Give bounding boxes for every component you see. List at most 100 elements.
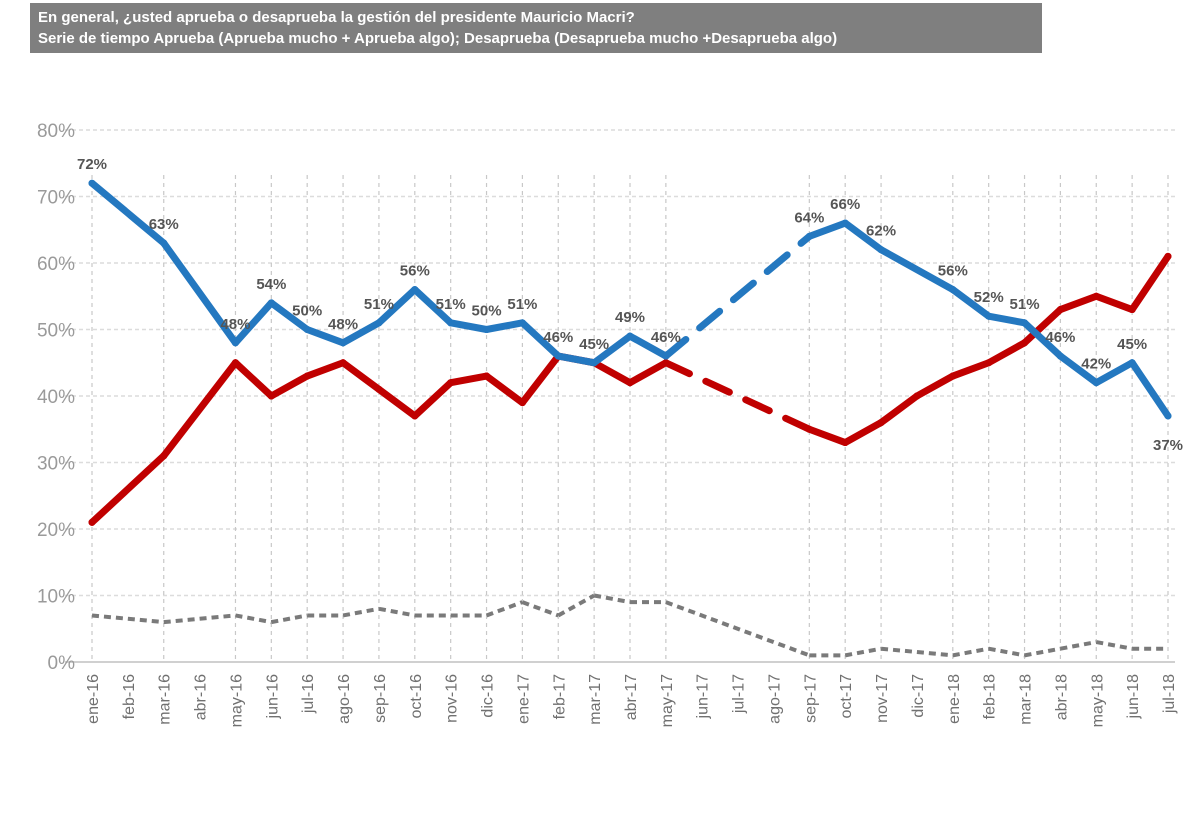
x-tick-label: jun-17 <box>695 674 712 720</box>
x-tick-label: ene-18 <box>946 674 963 724</box>
data-label: 46% <box>651 329 681 346</box>
series-0-segment <box>88 179 168 247</box>
series-0-segment <box>1056 352 1100 387</box>
series-1-segment <box>985 339 1029 367</box>
series-0-segment <box>303 326 347 347</box>
x-tick-label: oct-17 <box>838 674 855 719</box>
series-1-point <box>160 452 168 460</box>
series-1-segment <box>590 359 634 387</box>
series-2-segment <box>665 600 811 658</box>
data-label: 52% <box>974 289 1004 306</box>
x-tick-label: feb-18 <box>982 674 999 719</box>
x-tick-label: nov-17 <box>874 674 891 723</box>
series-0-point <box>447 319 455 327</box>
series-0-segment <box>483 319 526 333</box>
data-label: 66% <box>830 196 860 213</box>
x-tick-label: sep-16 <box>372 674 389 723</box>
series-0-segment <box>411 286 455 327</box>
series-0-point <box>518 319 526 327</box>
x-tick-label: mar-16 <box>157 674 174 725</box>
series-0-point <box>303 326 311 333</box>
x-tick-label: jun-16 <box>264 674 281 720</box>
series-0-point <box>375 319 383 327</box>
x-tick-label: jul-17 <box>731 674 748 714</box>
x-tick-label: sep-17 <box>802 674 819 723</box>
series-1-segment <box>662 359 813 433</box>
x-tick-label: may-17 <box>659 674 676 727</box>
data-label: 72% <box>77 156 107 173</box>
series-0-point <box>339 339 347 347</box>
series-0-point <box>985 312 993 320</box>
series-1-point <box>518 399 526 407</box>
series-1-segment <box>267 372 311 400</box>
series-1-segment <box>1092 292 1136 314</box>
series-1-point <box>949 372 957 380</box>
series-1-segment <box>483 372 526 407</box>
series-0-point <box>88 179 96 187</box>
series-1-segment <box>949 359 993 380</box>
series-2-segment <box>378 606 416 618</box>
series-0-segment <box>1128 359 1172 420</box>
data-label: 64% <box>794 209 824 226</box>
series-1-point <box>1056 306 1064 314</box>
series-0-point <box>662 352 670 360</box>
x-tick-label: dic-17 <box>910 674 927 718</box>
series-2-segment <box>1060 640 1097 651</box>
series-1-point <box>303 372 311 380</box>
series-1-point <box>483 372 491 380</box>
series-0-point <box>160 239 168 247</box>
series-1-point <box>805 425 813 433</box>
data-label: 51% <box>436 296 466 313</box>
y-tick-label: 30% <box>37 454 75 475</box>
y-tick-label: 50% <box>37 321 75 342</box>
series-0-segment <box>447 319 491 333</box>
series-0-point <box>554 352 562 360</box>
x-tick-label: feb-17 <box>551 674 568 719</box>
x-tick-label: ene-17 <box>515 674 532 724</box>
series-0-point <box>1056 352 1064 360</box>
series-1-segment <box>877 392 921 427</box>
x-tick-label: abr-17 <box>623 674 640 720</box>
series-0-segment <box>339 319 383 347</box>
series-0-segment <box>375 286 419 327</box>
series-0-segment <box>1021 319 1064 360</box>
series-1-point <box>339 359 347 367</box>
series-1-point <box>626 379 634 387</box>
series-1-point <box>1021 339 1029 347</box>
series-0-point <box>1092 379 1100 387</box>
series-2-segment <box>91 613 164 625</box>
data-label: 37% <box>1153 437 1183 454</box>
series-2-segment <box>988 646 1025 658</box>
data-label: 45% <box>1117 336 1147 353</box>
x-tick-label: nov-16 <box>444 674 461 723</box>
data-label: 48% <box>220 316 250 333</box>
y-tick-label: 0% <box>48 653 76 674</box>
series-1-point <box>1092 292 1100 300</box>
series-0-segment <box>267 299 311 333</box>
series-0-point <box>590 359 598 367</box>
series-2-segment <box>485 600 524 618</box>
series-1-segment <box>303 359 347 380</box>
series-1-point <box>411 412 419 420</box>
series-0-segment <box>985 312 1029 327</box>
series-2-segment <box>557 593 596 618</box>
series-1-point <box>1164 252 1172 260</box>
series-1-point <box>985 359 993 367</box>
data-label: 56% <box>400 263 430 280</box>
data-label: 63% <box>149 216 179 233</box>
series-2-segment <box>235 613 272 625</box>
series-1-segment <box>626 359 670 387</box>
data-label: 54% <box>256 276 286 293</box>
series-1-point <box>447 379 455 387</box>
series-1-point <box>877 419 885 427</box>
data-label: 50% <box>292 303 322 320</box>
series-0-segment <box>805 219 849 240</box>
x-tick-label: ene-16 <box>85 674 102 724</box>
series-2-segment <box>952 646 990 658</box>
series-1-segment <box>160 359 239 460</box>
y-tick-label: 20% <box>37 520 75 541</box>
series-1-segment <box>88 452 168 526</box>
series-1-segment <box>805 425 849 447</box>
data-label: 46% <box>543 329 573 346</box>
data-label: 51% <box>1010 296 1040 313</box>
